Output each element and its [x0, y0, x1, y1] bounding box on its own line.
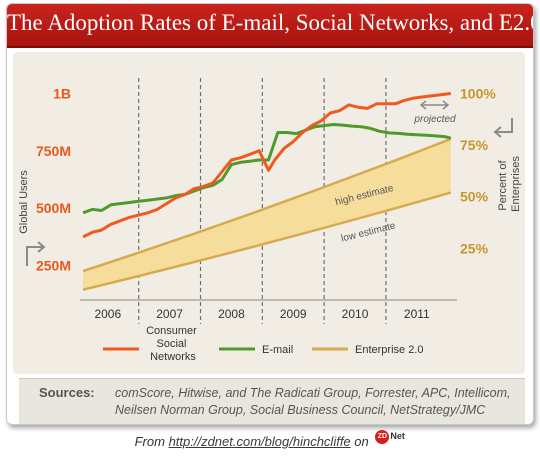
right-axis-arrow-icon — [493, 118, 513, 138]
sources-label: Sources: — [39, 385, 95, 400]
footer-from: From — [134, 434, 165, 449]
chart-title: The Adoption Rates of E-mail, Social Net… — [7, 10, 534, 35]
y-right-tick-label: 50% — [460, 189, 489, 205]
projected-annotation: projected — [413, 114, 456, 125]
footer-link[interactable]: http://zdnet.com/blog/hinchcliffe — [168, 434, 351, 449]
title-bar: The Adoption Rates of E-mail, Social Net… — [7, 4, 533, 48]
zdnet-logo-suffix: Net — [390, 431, 405, 441]
chart-card: The Adoption Rates of E-mail, Social Net… — [6, 3, 534, 425]
sources-box: Sources: comScore, Hitwise, and The Radi… — [19, 378, 525, 424]
y-right-tick-label: 25% — [460, 240, 489, 256]
x-tick-label: 2009 — [280, 307, 307, 321]
y-right-tick-label: 75% — [460, 137, 489, 153]
footer-on: on — [354, 434, 369, 449]
y-left-tick-label: 250M — [36, 258, 71, 274]
sources-text: comScore, Hitwise, and The Radicati Grou… — [115, 386, 511, 417]
social-networks-line — [82, 92, 451, 239]
legend: Consumer Social Networks E-mail Enterpri… — [103, 325, 423, 363]
x-tick-label: 2008 — [218, 307, 245, 321]
x-tick-label: 2006 — [94, 307, 121, 321]
legend-email-label: E-mail — [262, 344, 293, 356]
y-axis-right-label: Percent of Enterprises — [497, 156, 522, 212]
zdnet-logo-icon: ZD Net — [375, 430, 405, 444]
legend-social-label: Consumer Social Networks — [146, 325, 200, 363]
legend-social-label-line1: Consumer — [146, 325, 197, 337]
enterprise-low-line — [82, 191, 452, 291]
y-axis-left-label: Global Users — [18, 170, 30, 234]
legend-enterprise-label: Enterprise 2.0 — [355, 344, 423, 356]
legend-social-label-line3: Networks — [150, 351, 196, 363]
footer: From http://zdnet.com/blog/hinchcliffe o… — [0, 430, 540, 449]
low-estimate-annotation: low estimate — [340, 220, 397, 244]
projected-arrow-icon — [419, 100, 450, 110]
y-left-tick-label: 750M — [36, 143, 71, 159]
x-tick-label: 2011 — [404, 307, 430, 321]
left-axis-arrow-icon — [26, 241, 46, 266]
right-axis: 25% 50% 75% 100% — [460, 85, 496, 256]
left-axis: 250M 500M 750M 1B — [36, 85, 71, 273]
y-axis-right-label-line1: Percent of — [497, 160, 509, 211]
y-axis-right-label-line2: Enterprises — [510, 156, 522, 212]
y-left-tick-label: 1B — [53, 85, 71, 101]
enterprise-high-line — [82, 137, 452, 273]
email-line — [82, 123, 452, 215]
x-tick-label: 2010 — [342, 307, 369, 321]
y-left-tick-label: 500M — [36, 200, 71, 216]
enterprise-band — [83, 138, 451, 290]
x-axis: 2006 2007 2008 2009 2010 2011 — [94, 307, 430, 321]
legend-social-label-line2: Social — [156, 338, 186, 350]
x-tick-label: 2007 — [156, 307, 183, 321]
y-right-tick-label: 100% — [460, 85, 496, 101]
zdnet-logo-circle: ZD — [375, 430, 390, 444]
